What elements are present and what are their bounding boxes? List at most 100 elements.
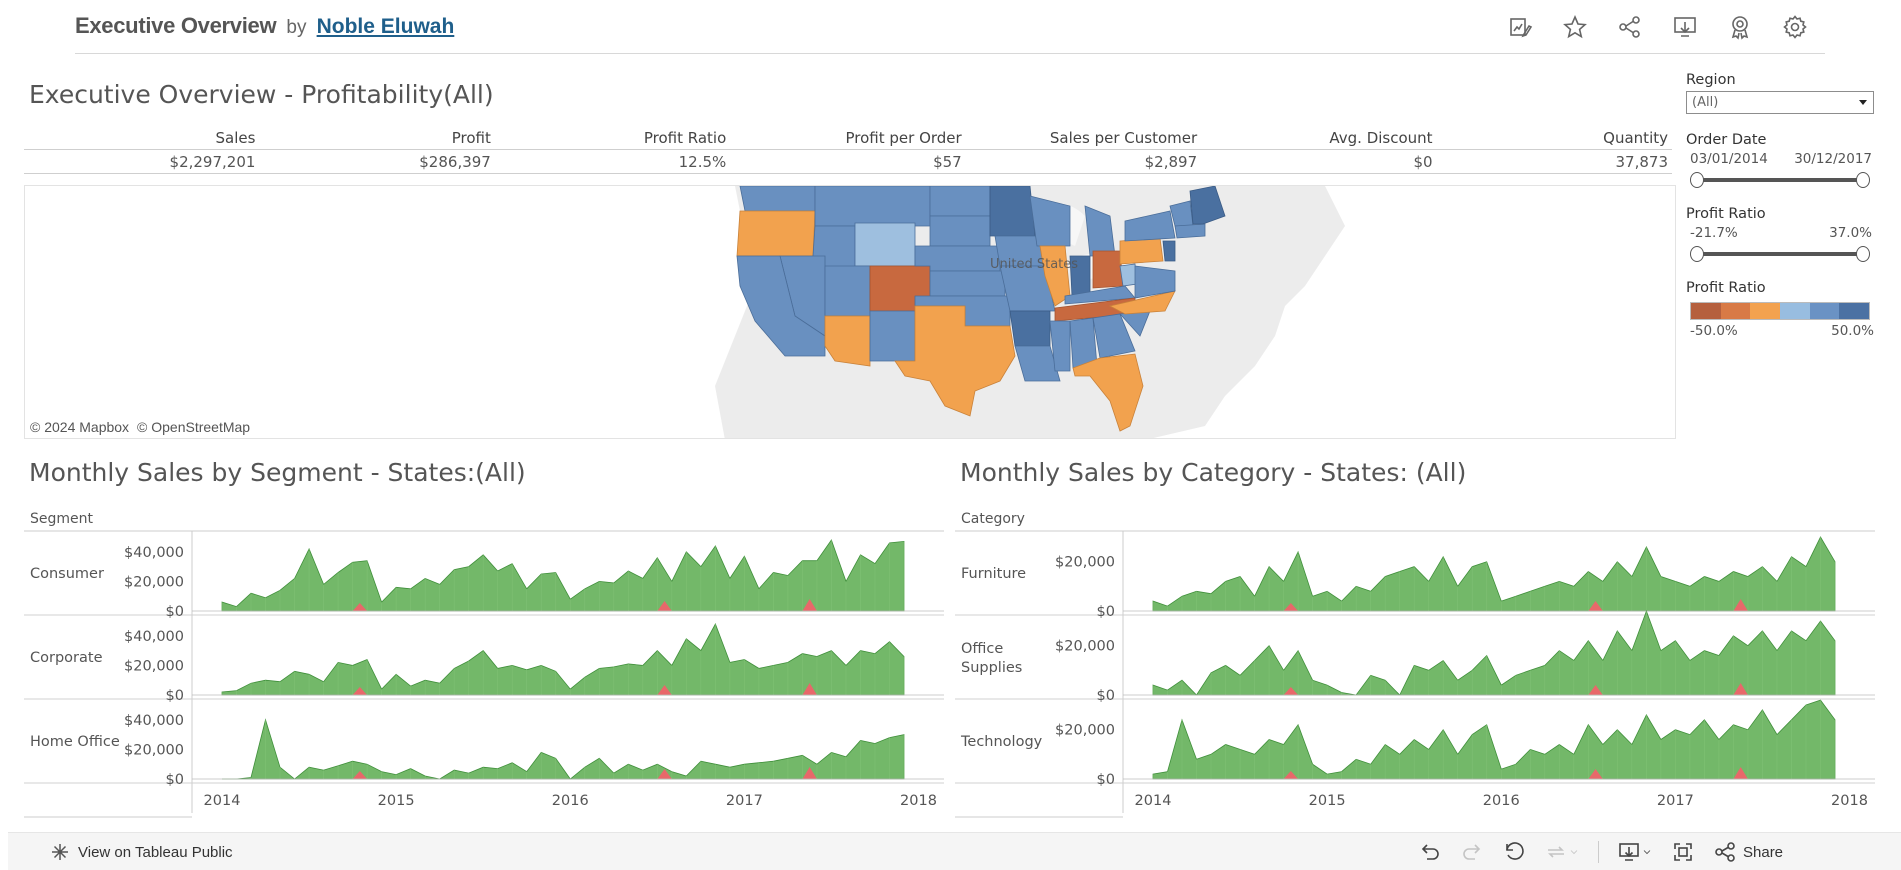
legend-swatch[interactable]: [1839, 303, 1870, 319]
negative-profit-area[interactable]: [352, 603, 368, 611]
state-arizona[interactable]: [824, 315, 871, 367]
refresh-button[interactable]: [1544, 839, 1580, 865]
state-montana[interactable]: [814, 186, 931, 227]
edit-icon[interactable]: [1505, 12, 1535, 42]
redo-button[interactable]: [1460, 839, 1484, 865]
negative-profit-area[interactable]: [1283, 771, 1299, 779]
download-icon[interactable]: [1670, 12, 1700, 42]
legend-swatch[interactable]: [1720, 303, 1751, 319]
kpi-value-avg-discount[interactable]: $0: [1413, 153, 1433, 171]
negative-profit-area[interactable]: [657, 685, 672, 695]
negative-profit-area[interactable]: [657, 601, 672, 611]
legend-swatch[interactable]: [1691, 303, 1721, 319]
state-arkansas[interactable]: [1009, 310, 1051, 347]
order-date-slider-track[interactable]: [1694, 178, 1866, 182]
negative-profit-area[interactable]: [352, 687, 368, 695]
negative-profit-area[interactable]: [802, 599, 817, 611]
region-dropdown[interactable]: (All): [1686, 91, 1874, 114]
state-new-york[interactable]: [1124, 210, 1176, 242]
state-massachusetts[interactable]: [1174, 223, 1206, 239]
author-link[interactable]: Noble Eluwah: [316, 15, 455, 38]
kpi-value-profit[interactable]: $286,397: [419, 153, 491, 171]
negative-profit-area[interactable]: [802, 767, 817, 779]
state-wisconsin[interactable]: [1029, 195, 1071, 247]
profit-ratio-slider-track[interactable]: [1694, 252, 1866, 256]
kpi-value-profit-per-order[interactable]: $57: [933, 153, 962, 171]
download-menu-button[interactable]: [1617, 839, 1653, 865]
order-date-slider[interactable]: [1686, 169, 1874, 191]
profit-ratio-slider-min-handle[interactable]: [1690, 246, 1704, 262]
state-texas[interactable]: [894, 305, 1016, 417]
kpi-value-row[interactable]: $2,297,201 $286,397 12.5% $57 $2,897 $0 …: [24, 150, 1672, 174]
state-maine[interactable]: [1189, 186, 1226, 225]
profit-ratio-min[interactable]: -21.7%: [1690, 225, 1738, 241]
series-area[interactable]: [221, 539, 905, 612]
state-new-mexico[interactable]: [869, 310, 916, 362]
negative-profit-area[interactable]: [1588, 685, 1603, 695]
state-south-dakota[interactable]: [929, 215, 991, 247]
series-area[interactable]: [1152, 536, 1836, 612]
state-kansas[interactable]: [929, 270, 1006, 297]
state-louisiana[interactable]: [1014, 345, 1061, 382]
negative-profit-area[interactable]: [1283, 687, 1299, 695]
negative-profit-area[interactable]: [1733, 767, 1748, 779]
segment-chart[interactable]: Segment Consumer $40,000 $20,000 $0 Corporate…: [24, 505, 944, 820]
legend-swatch[interactable]: [1780, 303, 1810, 319]
state-georgia[interactable]: [1092, 313, 1136, 359]
state-illinois[interactable]: [1039, 245, 1071, 307]
order-date-min[interactable]: 03/01/2014: [1690, 151, 1768, 167]
mapbox-credit[interactable]: © 2024 Mapbox: [30, 419, 130, 435]
profit-ratio-color-legend[interactable]: [1690, 302, 1870, 320]
profitability-map[interactable]: United States © 2024 Mapbox © OpenStreetM…: [24, 185, 1676, 439]
legend-swatch[interactable]: [1750, 303, 1781, 319]
state-ohio[interactable]: [1092, 250, 1124, 289]
series-area[interactable]: [221, 623, 905, 696]
state-new-jersey[interactable]: [1162, 240, 1176, 262]
kpi-value-sales[interactable]: $2,297,201: [169, 153, 256, 171]
order-date-slider-min-handle[interactable]: [1690, 172, 1704, 188]
negative-profit-area[interactable]: [1733, 683, 1748, 695]
segment-chart-svg[interactable]: Segment Consumer $40,000 $20,000 $0 Corporate…: [24, 505, 944, 820]
negative-profit-area[interactable]: [352, 771, 368, 779]
order-date-slider-max-handle[interactable]: [1856, 172, 1870, 188]
series-area[interactable]: [1152, 699, 1836, 780]
badge-icon[interactable]: [1725, 12, 1755, 42]
osm-credit[interactable]: © OpenStreetMap: [137, 419, 251, 435]
state-florida[interactable]: [1072, 353, 1144, 432]
negative-profit-area[interactable]: [657, 769, 672, 779]
series-area[interactable]: [1152, 609, 1836, 696]
profit-ratio-slider-max-handle[interactable]: [1856, 246, 1870, 262]
series-area[interactable]: [222, 718, 905, 780]
state-north-dakota[interactable]: [929, 186, 991, 217]
profit-ratio-slider[interactable]: [1686, 243, 1874, 265]
order-date-max[interactable]: 30/12/2017: [1794, 151, 1872, 167]
state-pennsylvania[interactable]: [1119, 237, 1164, 265]
kpi-value-sales-per-customer[interactable]: $2,897: [1144, 153, 1198, 171]
state-virginia[interactable]: [1134, 265, 1176, 299]
state-north-carolina[interactable]: [1108, 290, 1176, 315]
kpi-value-profit-ratio[interactable]: 12.5%: [678, 153, 727, 171]
state-minnesota[interactable]: [989, 186, 1036, 237]
fullscreen-button[interactable]: [1671, 839, 1695, 865]
state-west-virginia[interactable]: [1119, 263, 1138, 287]
category-chart[interactable]: Category Furniture $20,000 $0 Office Supplies…: [955, 505, 1875, 820]
settings-gear-icon[interactable]: [1780, 12, 1810, 42]
state-washington[interactable]: [739, 186, 816, 212]
revert-button[interactable]: [1502, 839, 1526, 865]
us-state-map[interactable]: United States: [25, 186, 1676, 439]
category-chart-svg[interactable]: Category Furniture $20,000 $0 Office Supplies…: [955, 505, 1875, 820]
kpi-value-quantity[interactable]: 37,873: [1615, 153, 1669, 171]
share-button[interactable]: Share: [1713, 839, 1783, 865]
negative-profit-area[interactable]: [1588, 601, 1603, 611]
negative-profit-area[interactable]: [1733, 599, 1748, 611]
view-on-tableau-link[interactable]: View on Tableau Public: [50, 842, 233, 862]
profit-ratio-max[interactable]: 37.0%: [1829, 225, 1872, 241]
negative-profit-area[interactable]: [1588, 769, 1603, 779]
share-network-icon[interactable]: [1615, 12, 1645, 42]
negative-profit-area[interactable]: [802, 683, 817, 695]
state-utah[interactable]: [824, 265, 871, 317]
favorite-star-icon[interactable]: [1560, 12, 1590, 42]
undo-button[interactable]: [1418, 839, 1442, 865]
state-wyoming[interactable]: [854, 222, 916, 267]
state-california[interactable]: [736, 255, 826, 357]
